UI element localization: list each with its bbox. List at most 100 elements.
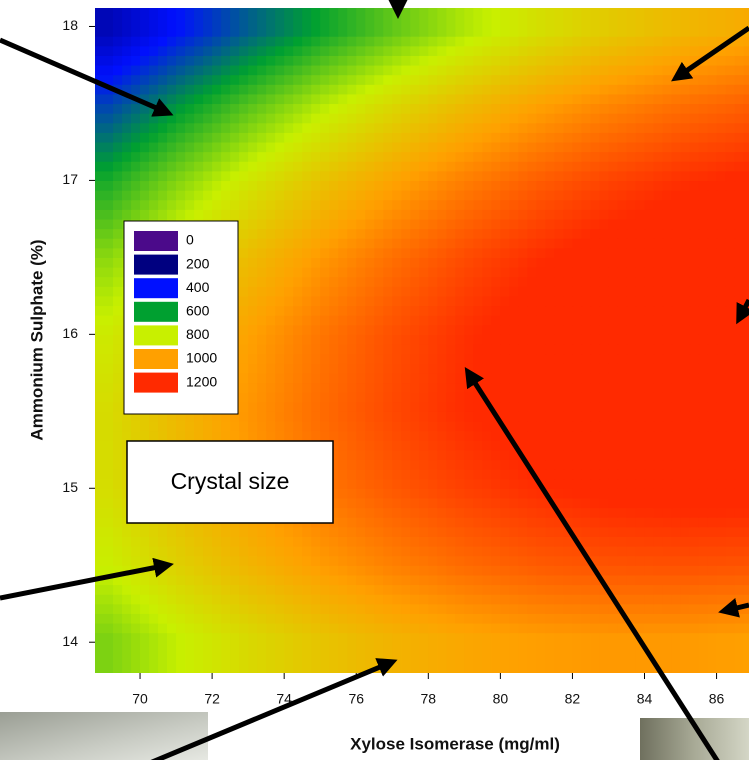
contour-cell [491,277,501,287]
contour-cell [374,171,384,181]
contour-cell [563,103,573,113]
contour-cell [509,55,519,65]
contour-cell [320,229,330,239]
contour-cell [744,180,749,190]
contour-cell [383,440,393,450]
contour-cell [437,565,447,575]
contour-cell [500,623,510,633]
contour-cell [672,55,682,65]
contour-cell [158,171,168,181]
contour-cell [645,431,655,441]
x-tick-label: 84 [637,691,653,707]
contour-cell [726,556,736,566]
contour-cell [509,132,519,142]
contour-cell [491,123,501,133]
contour-cell [401,604,411,614]
contour-cell [536,411,546,421]
contour-cell [599,565,609,575]
contour-cell [275,267,285,277]
contour-cell [266,613,276,623]
contour-cell [95,46,114,56]
contour-cell [176,431,186,441]
contour-cell [284,305,294,315]
contour-cell [654,431,664,441]
contour-cell [239,152,249,162]
contour-cell [581,200,591,210]
contour-cell [518,373,528,383]
contour-cell [518,344,528,354]
contour-cell [617,546,627,556]
contour-cell [401,36,411,46]
contour-cell [735,286,745,296]
contour-cell [446,556,456,566]
contour-cell [699,488,709,498]
contour-cell [626,508,636,518]
contour-cell [518,113,528,123]
contour-cell [329,556,339,566]
contour-cell [203,75,213,85]
contour-cell [410,123,420,133]
contour-cell [735,575,745,585]
contour-cell [635,161,645,171]
contour-cell [645,556,655,566]
contour-cell [645,575,655,585]
contour-cell [617,440,627,450]
contour-cell [536,286,546,296]
contour-cell [356,132,366,142]
contour-cell [663,296,673,306]
contour-cell [617,584,627,594]
contour-cell [654,546,664,556]
contour-cell [681,382,691,392]
contour-cell [140,84,150,94]
contour-cell [617,36,627,46]
contour-cell [239,248,249,258]
contour-cell [437,103,447,113]
contour-cell [338,238,348,248]
contour-cell [635,373,645,383]
contour-cell [473,132,483,142]
contour-cell [410,623,420,633]
contour-cell [401,75,411,85]
contour-cell [383,305,393,315]
contour-cell [392,75,402,85]
contour-cell [266,75,276,85]
contour-cell [608,421,618,431]
contour-cell [509,286,519,296]
contour-cell [257,132,267,142]
contour-cell [419,392,429,402]
contour-cell [266,257,276,267]
contour-cell [491,238,501,248]
contour-cell [590,546,600,556]
contour-cell [221,113,231,123]
contour-cell [437,286,447,296]
contour-cell [176,8,186,37]
contour-cell [311,575,321,585]
contour-cell [681,209,691,219]
contour-cell [518,575,528,585]
contour-cell [302,363,312,373]
contour-cell [536,354,546,364]
contour-cell [608,286,618,296]
contour-cell [464,286,474,296]
contour-cell [329,325,339,335]
contour-cell [293,142,303,152]
contour-cell [563,633,573,674]
contour-cell [275,315,285,325]
contour-cell [275,556,285,566]
contour-cell [185,200,195,210]
contour-cell [518,209,528,219]
contour-cell [572,36,582,46]
contour-cell [473,565,483,575]
contour-cell [735,123,745,133]
contour-cell [681,344,691,354]
contour-cell [581,623,591,633]
contour-cell [617,633,627,674]
contour-cell [239,613,249,623]
contour-cell [284,584,294,594]
contour-cell [690,36,700,46]
contour-cell [608,623,618,633]
contour-cell [113,354,123,364]
contour-cell [509,392,519,402]
contour-cell [95,508,114,518]
contour-cell [311,411,321,421]
